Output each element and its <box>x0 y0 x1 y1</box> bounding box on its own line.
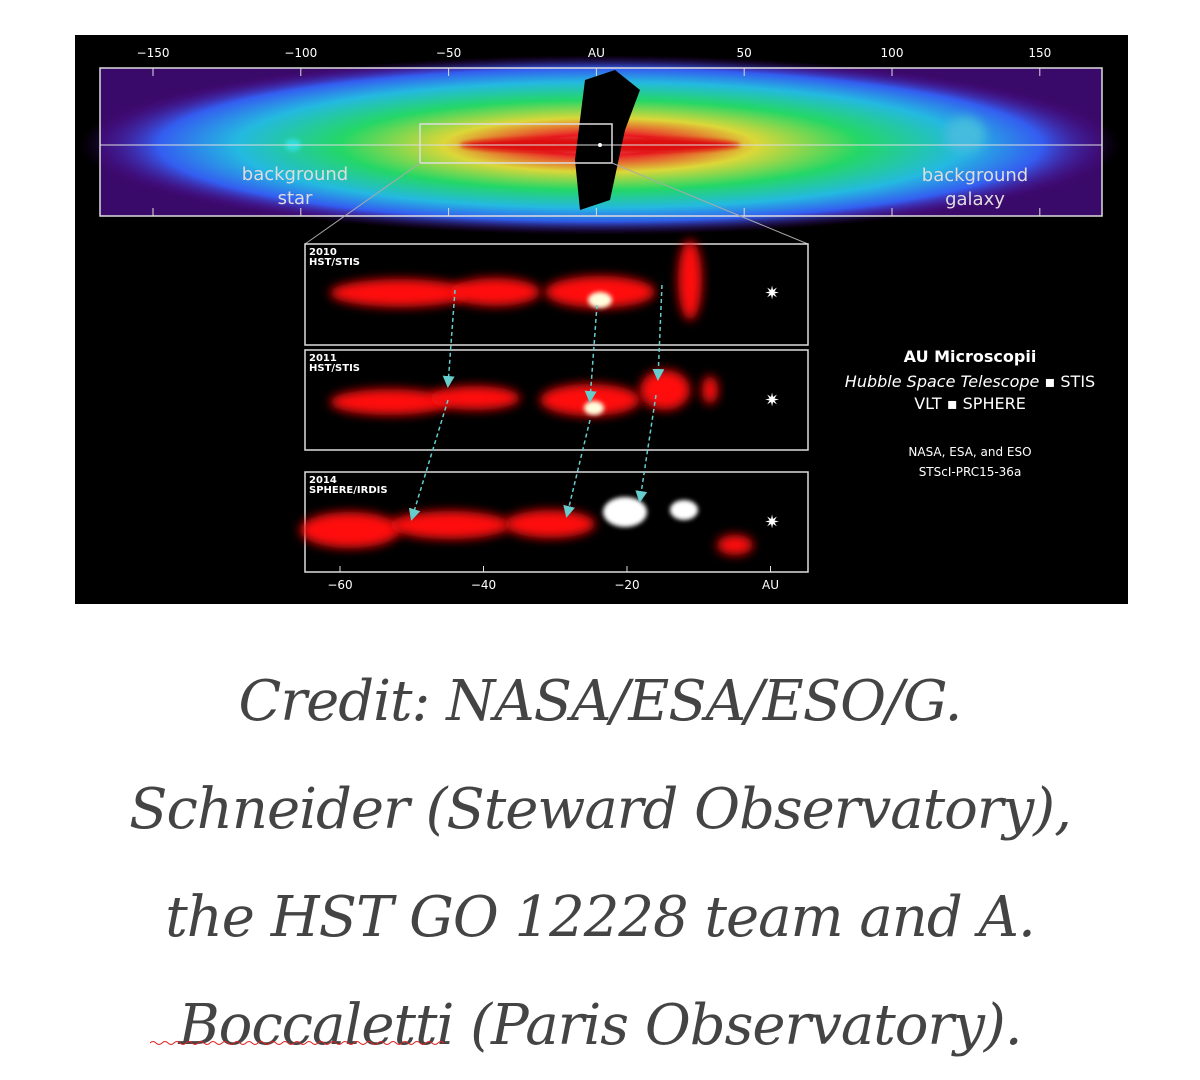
caption: Credit: NASA/ESA/ESO/G. Schneider (Stewar… <box>0 648 1200 1080</box>
disk-feature <box>390 511 510 539</box>
axis-label: 150 <box>1028 46 1051 60</box>
panel-label: HST/STIS <box>309 363 360 374</box>
axis-label: −50 <box>436 46 461 60</box>
axis-label: −60 <box>327 578 352 592</box>
annotation: background <box>922 165 1028 186</box>
zoom-box <box>419 123 613 164</box>
disk-feature <box>588 292 612 308</box>
panel-label: SPHERE/IRDIS <box>309 485 388 496</box>
disk-feature <box>678 240 702 320</box>
annotation: galaxy <box>945 189 1005 210</box>
star-symbol: ✷ <box>764 512 779 533</box>
axis-label: 50 <box>737 46 752 60</box>
annotation: star <box>278 188 313 209</box>
axis-label: −40 <box>471 578 496 592</box>
disk-feature <box>603 497 647 527</box>
legend-italic: Hubble Space Telescope <box>845 372 1040 391</box>
arrow <box>635 394 657 503</box>
legend-credit: STScI-PRC15-36a <box>919 465 1022 479</box>
disk-feature <box>450 278 540 306</box>
star-symbol: ✷ <box>764 283 779 304</box>
mask <box>575 70 640 210</box>
panel-label: 2014 <box>309 475 337 486</box>
figure-image: −150 −100 −50 AU 50 100 150 background star ba… <box>75 35 1128 604</box>
arrow <box>584 304 598 403</box>
zoom-line <box>304 162 421 245</box>
panel-label: HST/STIS <box>309 257 360 268</box>
disk-feature <box>505 510 595 538</box>
legend-rest: ▪ STIS <box>1044 372 1095 391</box>
legend-line: Hubble Space Telescope ▪ STIS <box>845 372 1095 391</box>
bg-galaxy <box>945 117 985 153</box>
disk-feature <box>670 500 698 520</box>
disk-feature <box>430 386 520 410</box>
caption-line: Schneider (Steward Observatory), <box>129 777 1072 842</box>
star-symbol: ✷ <box>764 390 779 411</box>
axis-label: 100 <box>881 46 904 60</box>
arrow <box>442 289 456 388</box>
disk-feature <box>717 535 753 555</box>
panel-frame <box>99 67 1103 217</box>
arrow <box>652 284 665 381</box>
star <box>598 143 602 147</box>
disk-feature <box>640 370 690 410</box>
arrow <box>563 419 591 518</box>
legend-credit: NASA, ESA, and ESO <box>908 445 1031 459</box>
disk-feature <box>330 389 450 415</box>
disk-feature <box>584 401 604 415</box>
axis-label: −20 <box>614 578 639 592</box>
panel-label: 2010 <box>309 247 337 258</box>
legend-line: VLT ▪ SPHERE <box>914 394 1026 413</box>
annotation: background <box>242 164 348 185</box>
caption-line: Boccaletti (Paris Observatory). <box>178 993 1022 1058</box>
axis-label: AU <box>588 46 605 60</box>
disk-feature <box>330 279 470 307</box>
disk-feature <box>702 376 718 404</box>
axis-label: AU <box>762 578 779 592</box>
legend-title: AU Microscopii <box>904 347 1037 366</box>
axis-label: −150 <box>137 46 170 60</box>
panel-label: 2011 <box>309 353 337 364</box>
spellcheck-underline <box>150 1041 445 1045</box>
caption-line: the HST GO 12228 team and A. <box>165 885 1036 950</box>
axis-label: −100 <box>284 46 317 60</box>
caption-line: Credit: NASA/ESA/ESO/G. <box>238 669 963 734</box>
zoom-line <box>611 162 809 245</box>
disk-feature <box>300 512 400 548</box>
